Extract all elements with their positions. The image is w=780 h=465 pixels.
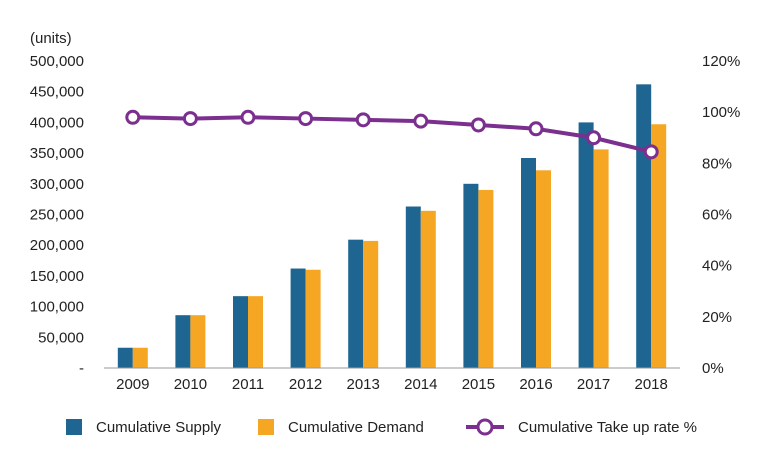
- bar: [593, 149, 609, 368]
- x-tick-label: 2014: [404, 376, 437, 393]
- y2-axis-ticks: 0% 20% 40% 60% 80% 100% 120%: [702, 53, 740, 377]
- y2-tick-label: 0%: [702, 360, 724, 377]
- bar-series: [117, 84, 667, 369]
- y-tick-label: 200,000: [30, 237, 84, 254]
- y-tick-label: 350,000: [30, 145, 84, 162]
- bar: [248, 296, 263, 368]
- x-tick-label: 2011: [232, 376, 264, 393]
- line-point: [125, 109, 141, 125]
- bar: [536, 170, 551, 368]
- y-tick-label: 500,000: [30, 53, 84, 70]
- legend-swatch: [258, 419, 274, 435]
- line-point: [298, 111, 314, 127]
- series-cumulative-supply: [117, 84, 652, 369]
- legend-label: Cumulative Demand: [288, 419, 424, 436]
- x-tick-label: 2010: [174, 376, 207, 393]
- bar: [651, 124, 667, 368]
- bar: [578, 122, 594, 369]
- x-tick-label: 2012: [289, 376, 322, 393]
- bar: [405, 206, 421, 368]
- bar: [117, 347, 133, 368]
- bar: [363, 240, 379, 368]
- y-tick-label: 50,000: [38, 329, 84, 346]
- y-tick-label: 150,000: [30, 268, 84, 285]
- line-point: [643, 144, 659, 160]
- take-up-rate-path: [132, 115, 652, 154]
- legend-item: Cumulative Demand: [258, 419, 424, 436]
- bar: [305, 269, 321, 368]
- line-point: [413, 113, 429, 129]
- series-cumulative-demand: [132, 124, 667, 368]
- y-tick-label: 250,000: [30, 207, 84, 224]
- legend-marker: [476, 418, 494, 436]
- bar: [233, 296, 248, 368]
- bar: [420, 210, 436, 368]
- y2-tick-label: 60%: [702, 207, 732, 224]
- y2-tick-label: 80%: [702, 155, 732, 172]
- y-tick-label: -: [79, 360, 84, 377]
- take-up-rate-line: [125, 109, 659, 160]
- y2-tick-label: 40%: [702, 258, 732, 275]
- legend-item: Cumulative Supply: [66, 419, 222, 436]
- y-axis-ticks: - 50,000 100,000 150,000 200,000 250,000 300,0…: [30, 53, 84, 377]
- y2-tick-label: 120%: [702, 53, 740, 70]
- y-axis-unit-label: (units): [30, 30, 72, 47]
- legend-swatch: [66, 419, 82, 435]
- line-point: [240, 109, 256, 125]
- bar: [348, 239, 364, 368]
- x-tick-label: 2013: [347, 376, 380, 393]
- y-tick-label: 400,000: [30, 114, 84, 131]
- bar: [132, 347, 148, 368]
- legend-label: Cumulative Take up rate %: [518, 419, 697, 436]
- bar: [478, 189, 494, 368]
- x-tick-label: 2018: [635, 376, 668, 393]
- line-point: [586, 130, 602, 146]
- legend: Cumulative Supply Cumulative Demand Cumula…: [66, 418, 697, 436]
- y-tick-label: 450,000: [30, 84, 84, 101]
- bar: [636, 84, 652, 368]
- y2-tick-label: 20%: [702, 309, 732, 326]
- line-point: [528, 121, 544, 137]
- x-axis-ticks: 2009 2010 2011 2012 2013 2014 2015 2016 2017 2018: [116, 376, 668, 393]
- y-tick-label: 100,000: [30, 299, 84, 316]
- x-tick-label: 2015: [462, 376, 495, 393]
- line-point: [355, 112, 371, 128]
- line-point: [470, 117, 486, 133]
- y-tick-label: 300,000: [30, 176, 84, 193]
- bar: [175, 315, 191, 368]
- bar: [521, 158, 536, 368]
- bar: [190, 315, 206, 368]
- y2-tick-label: 100%: [702, 104, 740, 121]
- bar: [290, 268, 306, 368]
- x-tick-label: 2016: [519, 376, 552, 393]
- legend-label: Cumulative Supply: [96, 419, 222, 436]
- x-tick-label: 2017: [577, 376, 610, 393]
- x-tick-label: 2009: [116, 376, 149, 393]
- bar: [463, 183, 479, 368]
- legend-item: Cumulative Take up rate %: [466, 418, 697, 436]
- line-point: [182, 111, 198, 127]
